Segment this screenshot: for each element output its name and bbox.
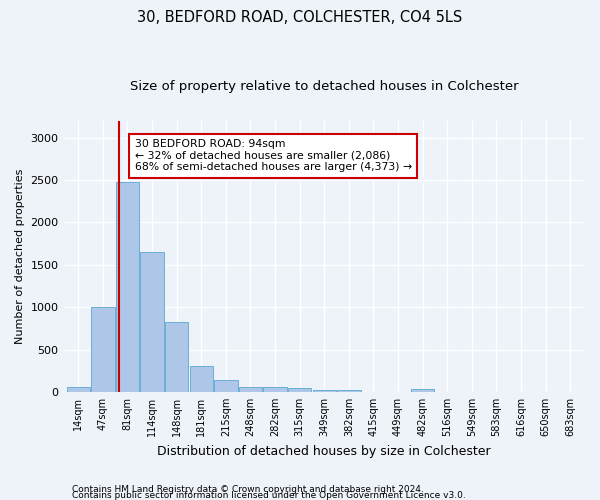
Bar [337, 390, 361, 392]
Bar [67, 387, 90, 392]
Text: Contains public sector information licensed under the Open Government Licence v3: Contains public sector information licen… [72, 491, 466, 500]
Bar [239, 388, 262, 392]
Bar [116, 182, 139, 392]
Bar [140, 252, 164, 392]
Text: 30 BEDFORD ROAD: 94sqm
← 32% of detached houses are smaller (2,086)
68% of semi-: 30 BEDFORD ROAD: 94sqm ← 32% of detached… [135, 139, 412, 172]
Bar [313, 390, 336, 392]
Bar [190, 366, 213, 392]
Bar [165, 322, 188, 392]
Bar [214, 380, 238, 392]
Bar [263, 388, 287, 392]
Bar [411, 390, 434, 392]
Text: Contains HM Land Registry data © Crown copyright and database right 2024.: Contains HM Land Registry data © Crown c… [72, 485, 424, 494]
Y-axis label: Number of detached properties: Number of detached properties [15, 168, 25, 344]
Bar [91, 307, 115, 392]
Bar [288, 388, 311, 392]
Title: Size of property relative to detached houses in Colchester: Size of property relative to detached ho… [130, 80, 518, 93]
X-axis label: Distribution of detached houses by size in Colchester: Distribution of detached houses by size … [157, 444, 491, 458]
Text: 30, BEDFORD ROAD, COLCHESTER, CO4 5LS: 30, BEDFORD ROAD, COLCHESTER, CO4 5LS [137, 10, 463, 25]
